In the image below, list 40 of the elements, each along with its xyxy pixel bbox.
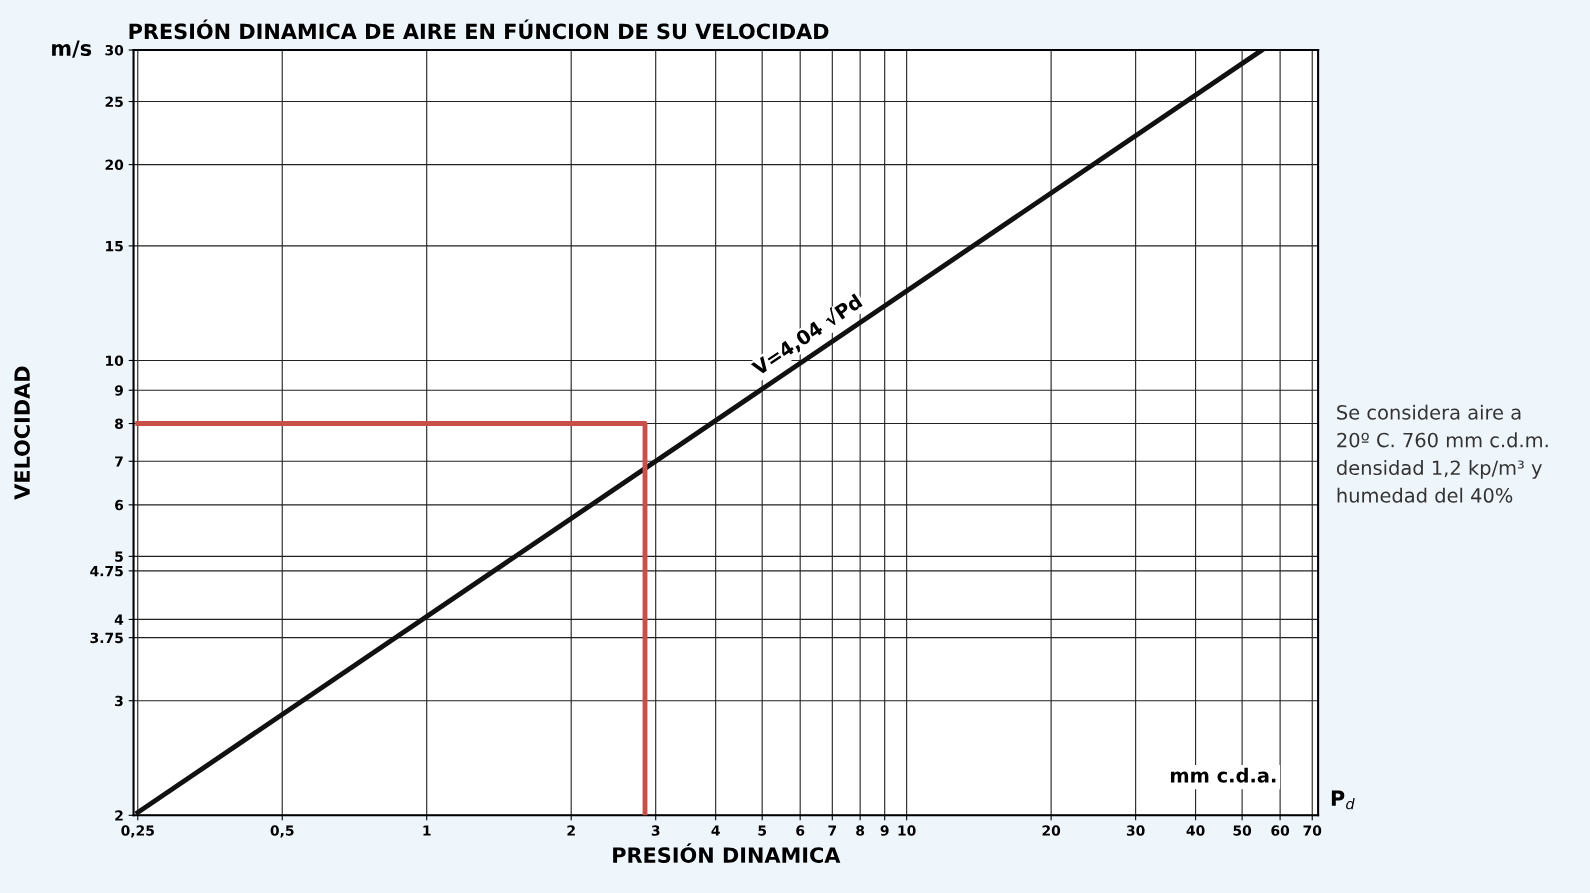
y-tick-label: 7 [115,456,123,467]
x-tick-label: 50 [1233,825,1252,836]
x-tick-label: 10 [898,825,916,836]
x-tick-label: 0,5 [270,825,294,838]
x-tick-label: 6 [796,825,805,836]
chart-title: PRESIÓN DINAMICA DE AIRE EN FÚNCION DE SU VELOCIDAD [129,19,829,40]
x-tick-label: 60 [1271,825,1290,836]
y-tick-label: 3 [115,695,123,707]
text: P$_{d}$ [1331,790,1355,810]
y-tick-label: 6 [115,499,124,511]
y-tick-label: 2 [115,810,123,821]
y-tick-label: 3.75 [90,632,123,644]
y-tick-label: 4.75 [90,566,123,577]
y-tick-label: 9 [114,385,123,396]
y-tick-label: 8 [115,418,123,430]
x-tick-label: 70 [1303,825,1322,836]
x-tick-label: 2 [567,825,575,836]
x-tick-label: 7 [828,825,837,836]
annotation: mm c.d.a. [1170,767,1276,783]
x-tick-label: 30 [1126,825,1145,836]
x-tick-label: 8 [856,825,865,836]
y-tick-label: 4 [114,614,124,625]
y-tick-label: 5 [115,551,123,562]
y-tick-label: 25 [105,96,123,108]
y-tick-label: 10 [106,355,124,366]
x-tick-label: 9 [880,825,889,836]
text: m/s [52,40,92,58]
x-tick-label: 4 [711,825,720,836]
x-axis-title: PRESIÓN DINAMICA [613,843,841,863]
y-tick-label: 30 [105,44,124,56]
x-tick-label: 20 [1042,825,1061,836]
x-tick-label: 1 [423,825,431,836]
text: Se considera aire a 20º C. 760 mm c.d.m. densidad 1,2 kp/m³ y humedad del 40% [1336,404,1548,503]
x-tick-label: 0,25 [121,825,154,838]
x-tick-label: 3 [651,825,660,836]
y-tick-label: 15 [106,241,123,252]
y-tick-label: 20 [105,159,124,171]
x-tick-label: 40 [1186,825,1205,836]
x-tick-label: 5 [758,825,767,836]
y-axis-title: VELOCIDAD [14,366,30,500]
